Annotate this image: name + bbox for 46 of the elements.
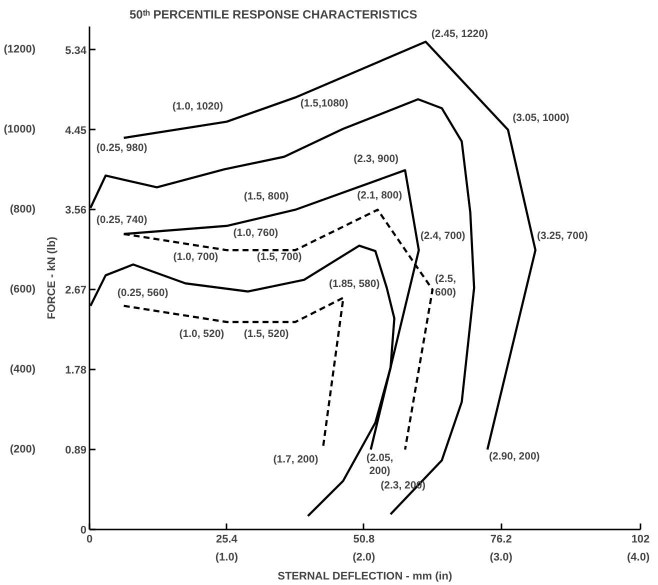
annotation: (2.1, 800) (357, 190, 402, 202)
annotation: (1.0, 1020) (172, 100, 224, 113)
annotation: (3.05, 1000) (512, 112, 570, 124)
x2-tick-label: (1.0) (215, 552, 238, 564)
annotation: (2.4, 700) (420, 230, 466, 242)
annotation: (1.5, 800) (244, 190, 289, 203)
annotation: (2.90, 200) (489, 450, 540, 463)
y-axis-title: FORCE - kN (lb) (46, 236, 58, 320)
annotation: (0.25, 980) (96, 142, 148, 154)
y-tick-label: 1.78 (65, 364, 87, 377)
y-tick-label: 0 (80, 524, 87, 536)
y-tick-label: 5.34 (65, 44, 88, 57)
x-tick-label: 25.4 (216, 534, 238, 546)
annotation: (0.25, 740) (96, 214, 148, 226)
x2-tick-label: (2.0) (352, 552, 376, 564)
y-tick-label: 3.56 (65, 204, 87, 217)
annotation: (1.0, 760) (233, 226, 278, 239)
y2-tick-label: (800) (10, 204, 36, 216)
annotation: (0.25, 560) (117, 286, 168, 299)
x-tick-label: 50.8 (353, 534, 375, 546)
annotation: (1.7, 200) (273, 454, 318, 466)
y-tick-label: 4.45 (65, 124, 87, 137)
annotation: (1.0, 520) (179, 328, 224, 340)
annotation: (2.05, 200) (366, 452, 394, 478)
x-tick-label: 76.2 (490, 534, 512, 546)
annotation: (1.5, 700) (256, 251, 302, 264)
annotation: (2.5, 600) (435, 273, 456, 298)
annotation: (1.0, 700) (173, 251, 218, 264)
annotation: (1.5,1080) (300, 97, 348, 110)
x-tick-label: 102 (631, 534, 650, 546)
annotation: (2.3, 900) (354, 153, 399, 166)
x2-tick-label: (4.0) (626, 552, 650, 564)
annotation: (2.45, 1220) (431, 28, 488, 40)
annotation: (3.25, 700) (537, 230, 588, 242)
y2-tick-label: (1200) (4, 44, 36, 56)
annotation: (1.5, 520) (244, 328, 289, 340)
y2-tick-label: (200) (10, 444, 36, 456)
x2-tick-label: (3.0) (490, 552, 513, 564)
y-tick-label: 0.89 (65, 444, 87, 457)
x-axis-title: STERNAL DEFLECTION - mm (in) (278, 570, 453, 582)
y2-tick-label: (600) (10, 284, 36, 296)
y2-tick-label: (1000) (4, 124, 36, 136)
y-tick-label: 2.67 (65, 284, 87, 297)
chart-title: 50ᵗʰ PERCENTILE RESPONSE CHARACTERISTICS (130, 8, 418, 22)
y2-tick-label: (400) (10, 364, 36, 376)
annotation: (1.85, 580) (328, 278, 380, 290)
